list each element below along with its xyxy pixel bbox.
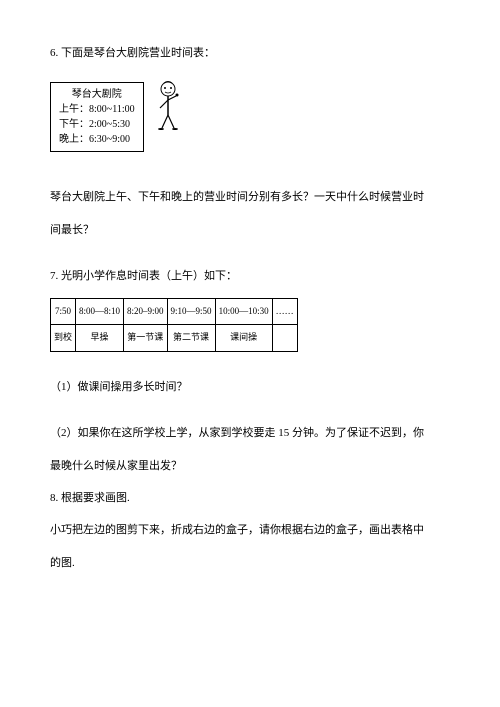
q6-title: 6. 下面是琴台大剧院营业时间表：	[50, 40, 450, 66]
theater-name: 琴台大剧院	[59, 87, 135, 102]
evening-row: 晚上：6:30~9:00	[59, 132, 135, 147]
q8-title: 8. 根据要求画图.	[50, 485, 450, 511]
timetable: 7:50 8:00—8:10 8:20–9:00 9:10—9:50 10:00…	[50, 298, 298, 352]
schedule-card: 琴台大剧院 上午：8:00~11:00 下午：2:00~5:30 晚上：6:30…	[50, 82, 144, 152]
timetable-row-labels: 到校 早操 第一节课 第二节课 课间操	[51, 325, 298, 352]
timetable-cell	[272, 325, 297, 352]
q8-text-line2: 的图.	[50, 550, 450, 576]
q8-text-line1: 小巧把左边的图剪下来，折成右边的盒子，请你根据右边的盒子，画出表格中	[50, 517, 450, 543]
q7-sub2-line2: 最晚什么时候从家里出发？	[50, 453, 450, 479]
q6-question-line1: 琴台大剧院上午、下午和晚上的营业时间分别有多长？一天中什么时候营业时	[50, 184, 450, 210]
timetable-cell: 8:20–9:00	[124, 298, 168, 325]
timetable-cell: 第二节课	[167, 325, 215, 352]
timetable-cell: 到校	[51, 325, 76, 352]
cartoon-figure-icon	[154, 80, 182, 140]
timetable-row-times: 7:50 8:00—8:10 8:20–9:00 9:10—9:50 10:00…	[51, 298, 298, 325]
q7-title: 7. 光明小学作息时间表（上午）如下：	[50, 263, 450, 289]
timetable-cell: 9:10—9:50	[167, 298, 215, 325]
timetable-cell: 课间操	[215, 325, 272, 352]
afternoon-row: 下午：2:00~5:30	[59, 117, 135, 132]
timetable-cell: 第一节课	[124, 325, 168, 352]
q7-sub2-line1: （2）如果你在这所学校上学，从家到学校要走 15 分钟。为了保证不迟到，你	[50, 420, 450, 446]
timetable-cell: 10:00—10:30	[215, 298, 272, 325]
timetable-cell: 早操	[76, 325, 124, 352]
morning-row: 上午：8:00~11:00	[59, 102, 135, 117]
q6-question-line2: 间最长？	[50, 217, 450, 243]
timetable-cell: 7:50	[51, 298, 76, 325]
timetable-cell: 8:00—8:10	[76, 298, 124, 325]
timetable-cell: ……	[272, 298, 297, 325]
q6-schedule-block: 琴台大剧院 上午：8:00~11:00 下午：2:00~5:30 晚上：6:30…	[50, 72, 450, 162]
q7-sub1: （1）做课间操用多长时间？	[50, 374, 450, 400]
